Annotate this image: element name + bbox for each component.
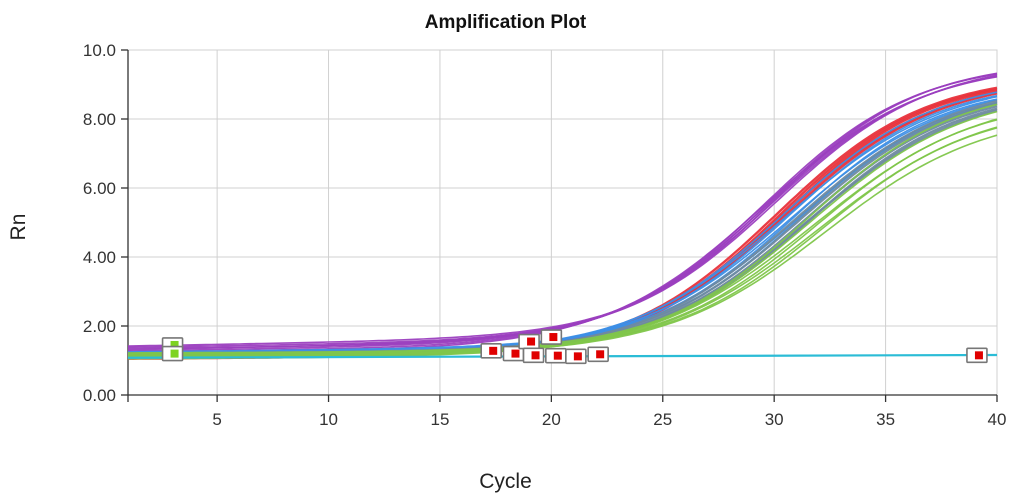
x-tick-label: 10 — [319, 410, 338, 429]
x-tick-label: 40 — [988, 410, 1007, 429]
y-tick-label: 10.0 — [83, 41, 116, 60]
y-tick-label: 4.00 — [83, 248, 116, 267]
x-tick-label: 15 — [430, 410, 449, 429]
amplification-curve — [127, 94, 998, 355]
axes: 0.00 2.00 4.00 6.00 8.00 10.0 5 10 15 20 25 30 35 40 — [83, 41, 1007, 429]
amplification-curve — [128, 91, 998, 356]
amplification-curve — [128, 86, 998, 359]
series-lines — [127, 72, 998, 360]
amplification-curve — [127, 76, 998, 355]
marker-fill — [527, 337, 536, 346]
y-tick-label: 6.00 — [83, 179, 116, 198]
marker-handle[interactable] — [480, 343, 502, 359]
y-tick-label: 8.00 — [83, 110, 116, 129]
amplification-curve — [127, 73, 998, 350]
amplification-curve — [128, 118, 998, 360]
marker-handle[interactable] — [522, 347, 545, 364]
amplification-curve — [127, 95, 998, 358]
amplification-curve — [127, 75, 998, 352]
y-tick-label: 0.00 — [83, 386, 116, 405]
y-tick-label: 2.00 — [83, 317, 116, 336]
marker-fill — [489, 346, 498, 355]
marker-fill — [511, 349, 520, 358]
amplification-curve — [128, 91, 998, 360]
marker-handle[interactable] — [545, 347, 567, 364]
x-tick-label: 25 — [653, 410, 672, 429]
x-axis-label: Cycle — [479, 470, 532, 493]
amplification-curve — [127, 74, 998, 351]
amplification-curve — [128, 92, 998, 360]
marker-fill — [573, 352, 582, 361]
x-tick-label: 20 — [542, 410, 561, 429]
threshold-markers[interactable] — [161, 329, 988, 365]
marker-fill — [531, 351, 540, 360]
marker-fill — [170, 340, 179, 349]
amplification-curve — [128, 119, 998, 356]
marker-fill — [170, 349, 179, 358]
amplification-curve — [128, 89, 998, 358]
x-tick-label: 35 — [876, 410, 895, 429]
amplification-curve — [128, 87, 998, 359]
marker-handle[interactable] — [161, 345, 184, 362]
amplification-curve — [128, 72, 998, 349]
marker-handle[interactable] — [565, 348, 587, 365]
marker-handle[interactable] — [966, 347, 988, 364]
marker-handle[interactable] — [540, 329, 563, 345]
marker-handle[interactable] — [587, 346, 609, 363]
amplification-curve — [128, 103, 998, 354]
marker-fill — [549, 333, 558, 342]
marker-fill — [553, 351, 562, 360]
marker-fill — [596, 350, 605, 359]
amplification-curve — [127, 75, 998, 354]
marker-fill — [974, 351, 983, 360]
amplification-curve — [127, 72, 998, 347]
chart-title: Amplification Plot — [424, 12, 587, 33]
marker-handle[interactable] — [518, 333, 540, 350]
x-tick-label: 30 — [765, 410, 784, 429]
x-tick-label: 5 — [212, 410, 221, 429]
